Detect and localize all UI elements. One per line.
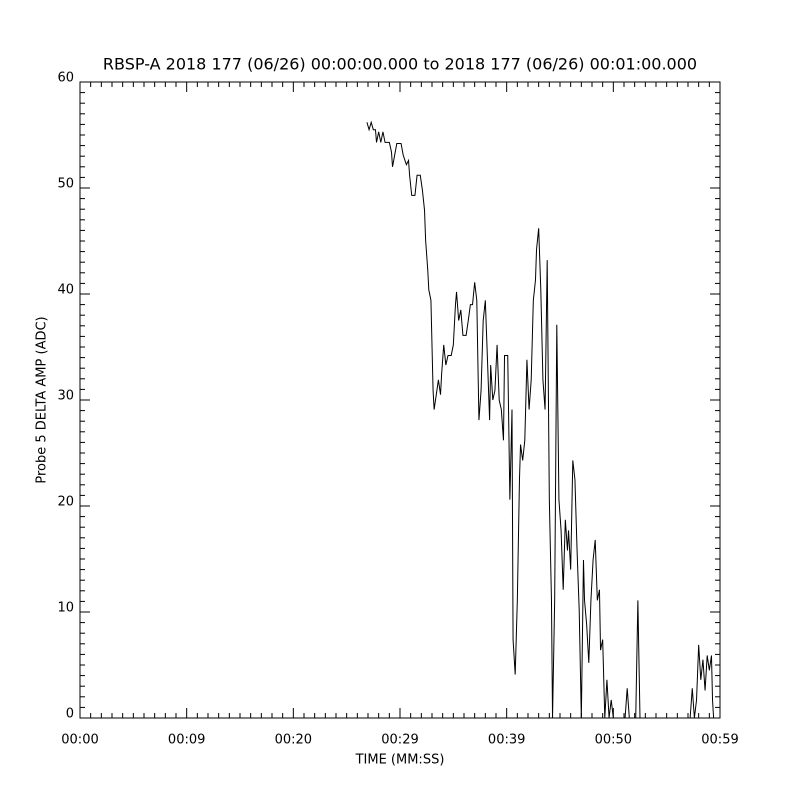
y-tick-label: 10: [57, 601, 74, 616]
y-tick-label: 20: [57, 495, 74, 510]
x-axis-label: TIME (MM:SS): [355, 753, 445, 768]
x-tick-label: 00:00: [61, 733, 98, 748]
y-tick-label: 30: [57, 389, 74, 404]
plot-frame: [79, 81, 721, 719]
x-tick-label: 00:59: [701, 733, 738, 748]
y-tick-label: 50: [57, 177, 74, 192]
y-tick-label: 40: [57, 283, 74, 298]
x-tick-label: 00:20: [275, 733, 312, 748]
y-tick-label: 60: [57, 71, 74, 86]
chart-title: RBSP-A 2018 177 (06/26) 00:00:00.000 to …: [103, 55, 697, 74]
x-tick-label: 00:39: [488, 733, 525, 748]
data-line: [366, 120, 715, 719]
y-tick-label: 0: [66, 707, 74, 722]
y-axis-label: Probe 5 DELTA AMP (ADC): [35, 316, 50, 483]
x-tick-label: 00:50: [595, 733, 632, 748]
x-tick-label: 00:29: [381, 733, 418, 748]
x-tick-label: 00:09: [168, 733, 205, 748]
